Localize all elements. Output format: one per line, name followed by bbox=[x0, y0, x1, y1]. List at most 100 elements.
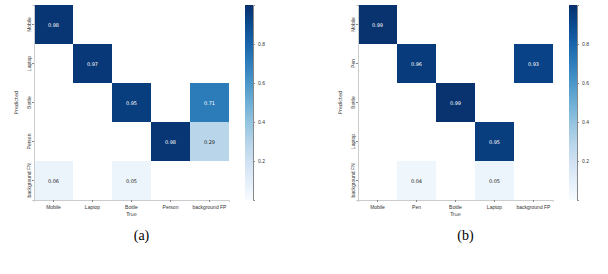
tick: background FP bbox=[193, 200, 228, 210]
axis-line bbox=[254, 6, 256, 201]
tick: background FP bbox=[517, 200, 552, 210]
tick-mark bbox=[253, 44, 255, 45]
tick: 0.4 bbox=[253, 119, 265, 125]
tick: 0.2 bbox=[577, 158, 589, 164]
cell-label: 0.98 bbox=[165, 139, 176, 145]
cell-label: 0.05 bbox=[126, 178, 137, 184]
tick-label: 0.6 bbox=[258, 80, 265, 86]
tick-label: Laptop bbox=[350, 134, 356, 150]
cell bbox=[190, 83, 229, 122]
tick-mark bbox=[253, 161, 255, 162]
tick: 0.8 bbox=[577, 41, 589, 47]
tick-mark bbox=[356, 63, 358, 64]
tick-mark bbox=[32, 24, 34, 25]
cell bbox=[397, 161, 436, 200]
tick-mark bbox=[53, 200, 54, 202]
cell-label: 0.05 bbox=[489, 178, 500, 184]
cell bbox=[190, 122, 229, 161]
colorbar-axis: 0.2 0.4 0.6 0.8 bbox=[253, 6, 265, 201]
axis-line bbox=[359, 201, 554, 203]
tick: Bottle bbox=[26, 96, 34, 109]
tick-mark bbox=[377, 200, 378, 202]
subfigure-label: (a) bbox=[134, 228, 150, 244]
tick: Mobile bbox=[26, 17, 34, 32]
cell bbox=[397, 44, 436, 83]
tick-label: Pen bbox=[350, 59, 356, 68]
tick: Mobile bbox=[46, 200, 61, 210]
tick-label: Mobile bbox=[350, 17, 356, 32]
tick-mark bbox=[32, 180, 34, 181]
colorbar bbox=[245, 5, 253, 200]
cell-label: 0.95 bbox=[126, 100, 137, 106]
panel: 0.990.960.930.990.950.040.05MobilePenBot… bbox=[337, 5, 589, 244]
tick: 0.6 bbox=[577, 80, 589, 86]
tick-label: 0.2 bbox=[582, 158, 589, 164]
tick-label: Mobile bbox=[46, 204, 61, 210]
tick-mark bbox=[253, 83, 255, 84]
x-axis-title: True bbox=[125, 211, 137, 217]
tick: 0.6 bbox=[253, 80, 265, 86]
tick-label: Bottle bbox=[449, 204, 462, 210]
cell bbox=[151, 122, 190, 161]
axis-line bbox=[35, 201, 230, 203]
tick-mark bbox=[533, 200, 534, 202]
tick: Laptop bbox=[350, 134, 358, 150]
tick-label: background FP bbox=[517, 204, 552, 210]
cell bbox=[358, 5, 397, 44]
cell bbox=[73, 44, 112, 83]
tick-mark bbox=[32, 102, 34, 103]
cell-label: 0.99 bbox=[372, 22, 383, 28]
tick: 0.4 bbox=[577, 119, 589, 125]
tick: Mobile bbox=[370, 200, 385, 210]
tick-mark bbox=[92, 200, 93, 202]
subfigure-label: (b) bbox=[457, 228, 474, 244]
tick: Bottle bbox=[125, 200, 138, 210]
cell-label: 0.97 bbox=[87, 61, 98, 67]
tick-label: 0.8 bbox=[258, 41, 265, 47]
tick-mark bbox=[416, 200, 417, 202]
tick-label: Mobile bbox=[26, 17, 32, 32]
tick: Pen bbox=[412, 200, 421, 210]
tick-mark bbox=[455, 200, 456, 202]
tick-label: Person bbox=[26, 133, 32, 149]
tick: Bottle bbox=[449, 200, 462, 210]
tick-label: background FN bbox=[26, 163, 32, 198]
tick-mark bbox=[356, 141, 358, 142]
y-axis: MobileLaptopBottlePersonbackground FN bbox=[26, 6, 35, 201]
tick-label: Mobile bbox=[370, 204, 385, 210]
cell bbox=[112, 161, 151, 200]
tick: Laptop bbox=[487, 200, 503, 210]
tick-mark bbox=[356, 180, 358, 181]
cell-label: 0.29 bbox=[204, 139, 215, 145]
tick: Pen bbox=[350, 59, 358, 68]
tick-label: Bottle bbox=[26, 96, 32, 109]
axis-line bbox=[356, 6, 359, 201]
tick-label: background FP bbox=[193, 204, 228, 210]
tick-mark bbox=[356, 24, 358, 25]
cell-label: 0.04 bbox=[411, 178, 422, 184]
panel: 0.980.970.950.710.980.290.060.05MobileLa… bbox=[13, 5, 265, 244]
tick: Person bbox=[26, 133, 34, 149]
tick-label: Pen bbox=[412, 204, 421, 210]
tick-mark bbox=[577, 83, 579, 84]
tick: background FN bbox=[26, 163, 34, 198]
tick-label: 0.4 bbox=[258, 119, 265, 125]
cell bbox=[34, 161, 73, 200]
y-axis-title: Predicted bbox=[337, 91, 343, 114]
cell bbox=[436, 83, 475, 122]
tick-label: Person bbox=[163, 204, 179, 210]
cell-label: 0.95 bbox=[489, 139, 500, 145]
tick: 0.2 bbox=[253, 158, 265, 164]
tick-label: 0.6 bbox=[582, 80, 589, 86]
cells bbox=[34, 5, 229, 200]
tick-label: Laptop bbox=[85, 204, 101, 210]
tick-mark bbox=[494, 200, 495, 202]
x-axis: Mobile Laptop Bottle Person background FP bbox=[35, 200, 230, 210]
cell bbox=[475, 122, 514, 161]
tick-mark bbox=[32, 141, 34, 142]
figure: 0.980.970.950.710.980.290.060.05MobileLa… bbox=[0, 0, 608, 274]
tick: background FN bbox=[350, 163, 358, 198]
tick-label: Bottle bbox=[125, 204, 138, 210]
tick: Bottle bbox=[350, 96, 358, 109]
tick: 0.8 bbox=[253, 41, 265, 47]
